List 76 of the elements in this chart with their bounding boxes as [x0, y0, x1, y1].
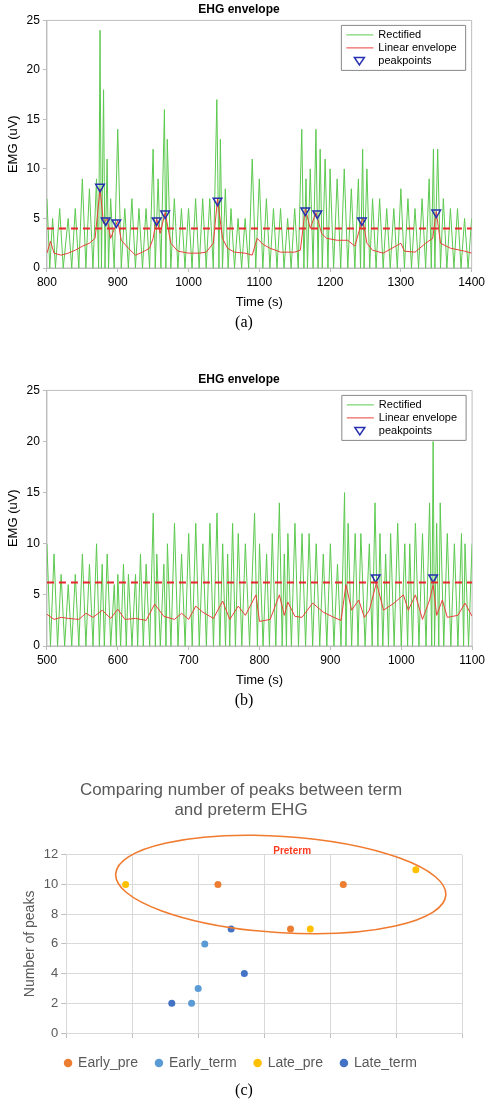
y-tick-label: 20: [26, 433, 41, 448]
x-tick-label: 1100: [459, 652, 486, 667]
y-axis-title: EMG (uV): [5, 489, 21, 548]
point: [151, 217, 162, 227]
x-tick-label: 1000: [175, 274, 203, 289]
x-tick-label: 800: [249, 652, 270, 667]
x-tick-label: 900: [107, 274, 129, 289]
x-tick-label: 700: [178, 652, 199, 667]
y-tick-label: 12: [43, 846, 59, 862]
y-tick-label: 6: [51, 935, 59, 951]
y-tick-label: 15: [26, 484, 41, 499]
point: [111, 219, 122, 229]
legend-label: Early_term: [168, 1053, 237, 1070]
y-tick-label: 2: [51, 994, 59, 1010]
y-tick-label: 4: [51, 965, 59, 981]
text: (a): [234, 312, 254, 332]
point: [194, 984, 202, 992]
x-tick-label: 600: [107, 652, 129, 667]
point: [214, 881, 222, 888]
x-axis-title: Time (s): [235, 293, 283, 309]
y-tick-label: 15: [26, 111, 41, 126]
y-tick-label: 5: [33, 210, 41, 225]
x-tick-label: 1300: [387, 274, 415, 289]
legend-label: Rectified: [378, 27, 422, 40]
point: [312, 210, 323, 220]
point: [431, 209, 442, 219]
x-tick-label: 1400: [458, 274, 486, 289]
point: [160, 210, 171, 220]
y-axis-title: EMG (uV): [5, 115, 21, 174]
legend-label: peakpoints: [378, 53, 433, 66]
annotation: Preterm: [273, 844, 312, 856]
y-tick-label: 20: [26, 62, 41, 77]
y-tick-label: 0: [33, 260, 41, 275]
x-tick-label: 500: [36, 652, 58, 667]
point: [122, 881, 130, 888]
x-tick-label: 800: [36, 274, 58, 289]
chart-title: EHG envelope: [198, 1, 280, 16]
legend-label: peakpoints: [378, 423, 433, 436]
point: [306, 925, 314, 933]
point: [168, 999, 176, 1007]
y-tick-label: 0: [51, 1024, 59, 1040]
point: [212, 197, 223, 207]
chart-title: Comparing number of peaks between term and preterm EHG: [79, 779, 403, 820]
text: (b): [233, 690, 255, 710]
y-tick-label: 10: [43, 876, 59, 892]
point: [300, 207, 311, 217]
x-tick-label: 1000: [387, 652, 415, 667]
legend-label: Early_pre: [78, 1053, 139, 1070]
legend-label: Late_pre: [267, 1053, 324, 1070]
legend-label: Rectified: [378, 397, 422, 410]
point: [240, 970, 248, 978]
x-tick-label: 1100: [246, 274, 273, 289]
legend-label: Linear envelope: [378, 410, 458, 423]
text: (c): [234, 1080, 254, 1100]
point: [412, 866, 420, 874]
y-tick-label: 25: [26, 382, 41, 397]
y-tick-label: 5: [33, 587, 41, 602]
point: [188, 999, 196, 1007]
y-tick-label: 10: [26, 536, 41, 551]
point: [339, 881, 347, 888]
y-tick-label: 10: [26, 161, 41, 176]
y-tick-label: 0: [33, 638, 41, 653]
legend-label: Linear envelope: [378, 40, 457, 53]
y-axis-title: Number of peaks: [21, 890, 38, 998]
chart-title: EHG envelope: [198, 371, 280, 386]
point: [287, 925, 295, 933]
x-tick-label: 1200: [316, 274, 344, 289]
y-tick-label: 25: [26, 12, 41, 27]
point: [356, 217, 368, 227]
y-tick-label: 8: [51, 905, 59, 921]
point: [100, 217, 111, 227]
x-tick-label: 900: [320, 652, 341, 667]
x-axis-title: Time (s): [235, 671, 284, 687]
point: [201, 940, 209, 948]
point: [94, 183, 106, 193]
legend-label: Late_term: [353, 1053, 417, 1070]
